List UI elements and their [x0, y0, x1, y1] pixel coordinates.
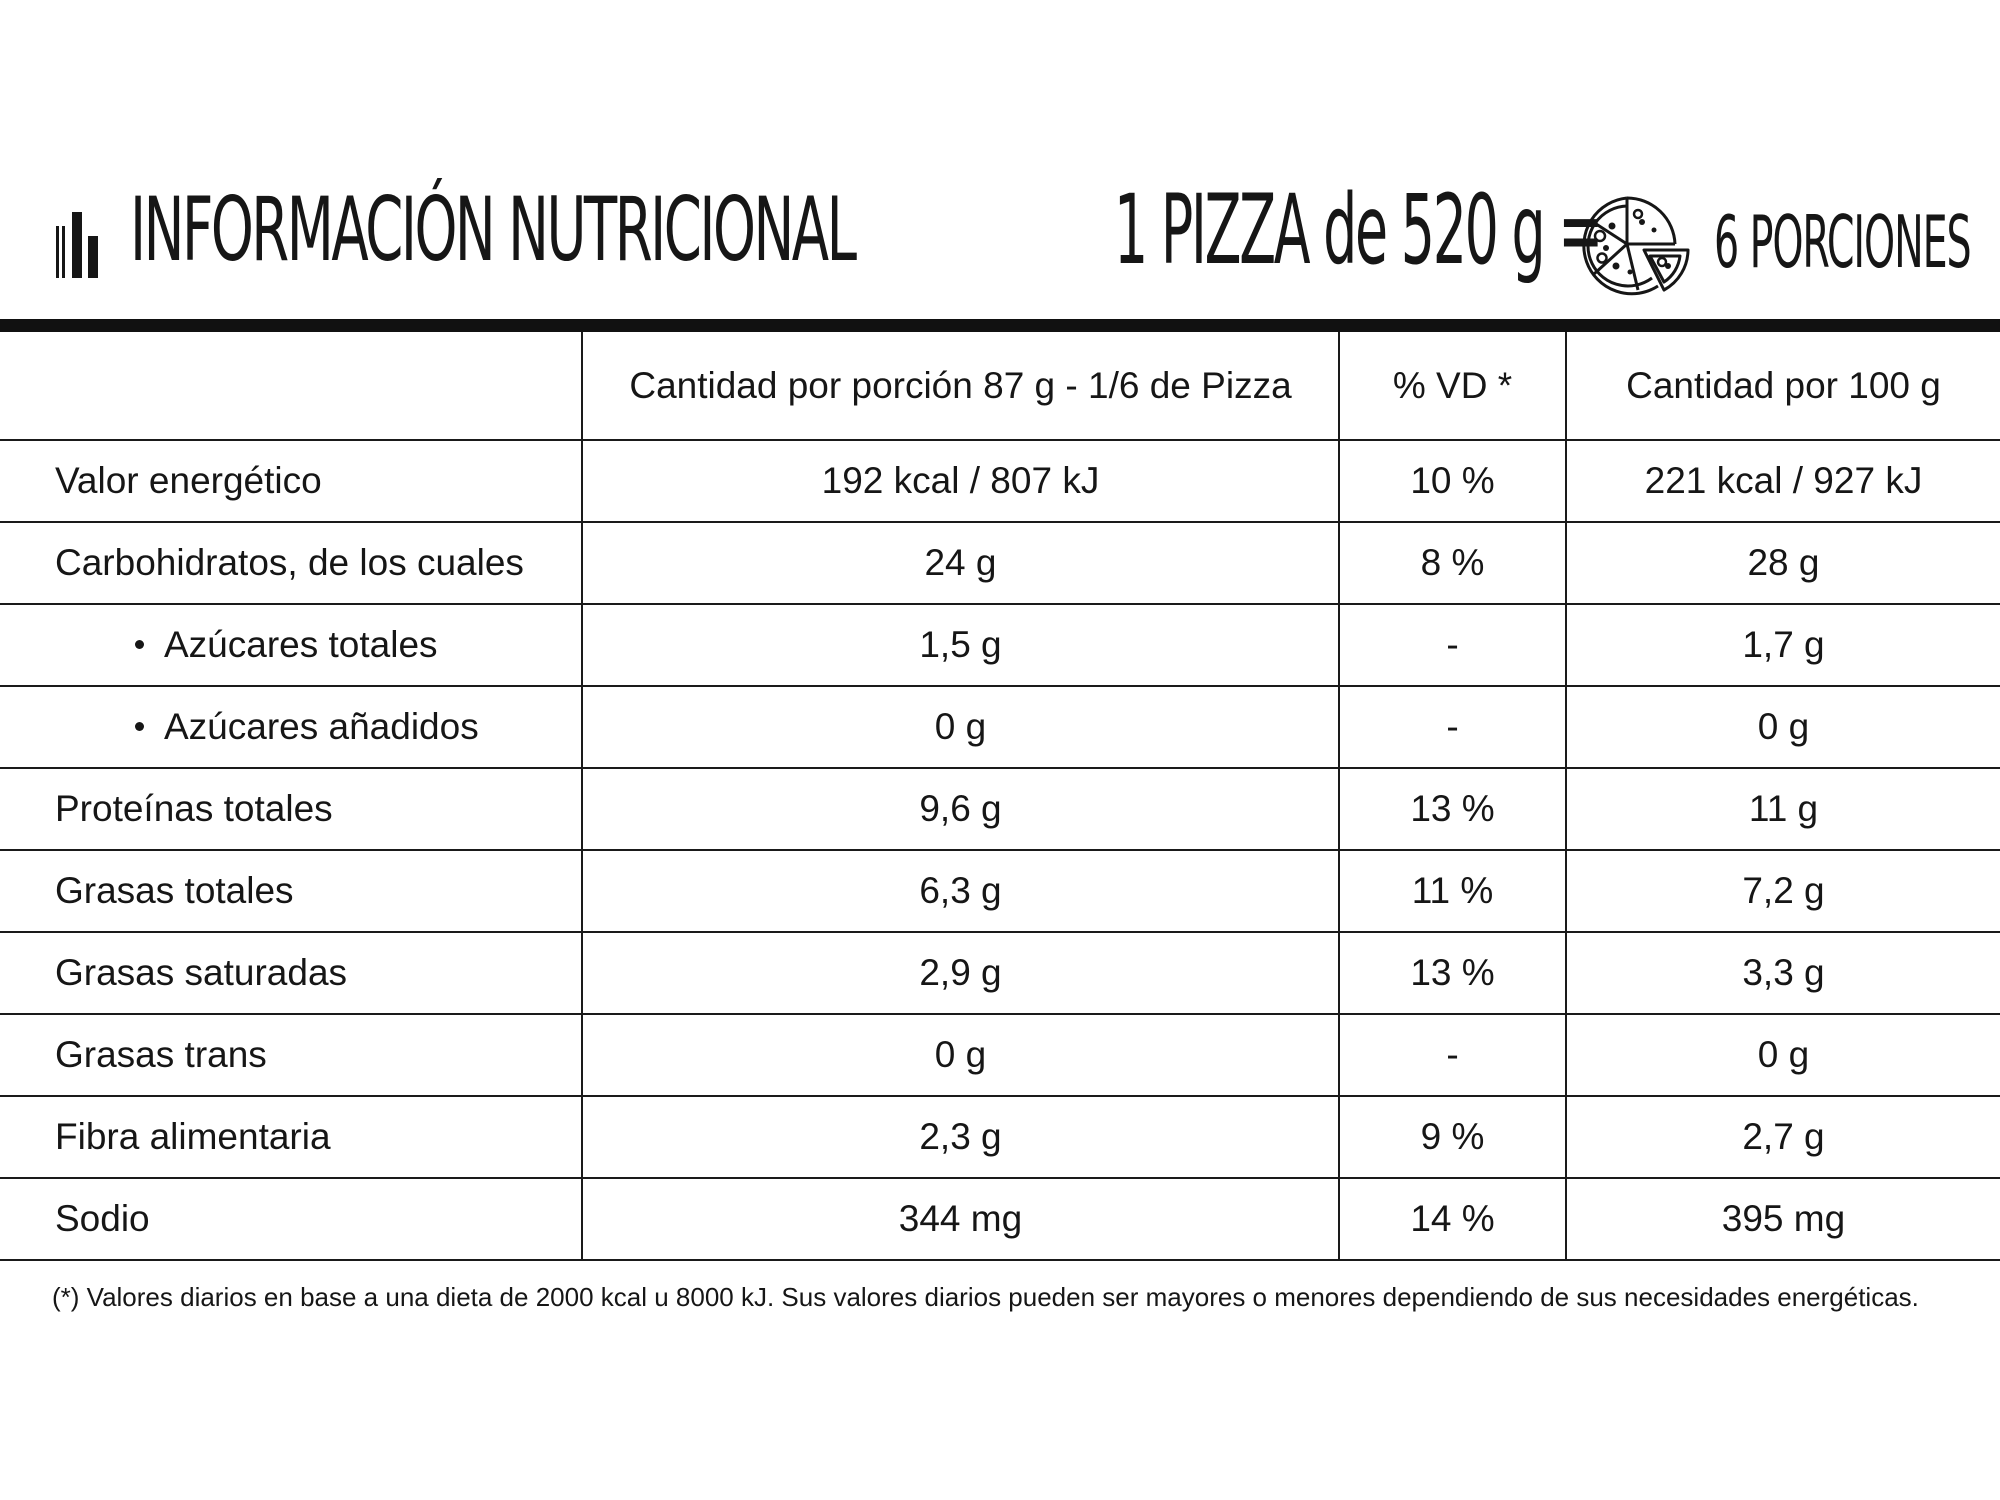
table-row: Sodio 344 mg 14 % 395 mg — [0, 1178, 2000, 1261]
table-header-row: Cantidad por porción 87 g - 1/6 de Pizza… — [0, 332, 2000, 441]
daily-value-percent: 10 % — [1338, 440, 1566, 523]
column-header-per-100g: Cantidad por 100 g — [1565, 332, 2000, 441]
header-divider — [0, 319, 2000, 332]
table-row: Azúcares totales 1,5 g - 1,7 g — [0, 604, 2000, 687]
per-portion-value: 192 kcal / 807 kJ — [581, 440, 1339, 523]
nutrient-name: Grasas trans — [0, 1014, 582, 1097]
per-portion-value: 2,3 g — [581, 1096, 1339, 1179]
nutrient-name: Sodio — [0, 1178, 582, 1261]
page-title: INFORMACIÓN NUTRICIONAL — [130, 178, 857, 281]
per-100g-value: 11 g — [1565, 768, 2000, 851]
nutrition-table: Cantidad por porción 87 g - 1/6 de Pizza… — [0, 332, 2000, 1261]
per-100g-value: 2,7 g — [1565, 1096, 2000, 1179]
per-portion-value: 9,6 g — [581, 768, 1339, 851]
footnote: (*) Valores diarios en base a una dieta … — [52, 1282, 1919, 1312]
bullet-icon — [135, 639, 144, 649]
per-portion-value: 2,9 g — [581, 932, 1339, 1015]
daily-value-percent: 9 % — [1338, 1096, 1566, 1179]
table-row: Valor energético 192 kcal / 807 kJ 10 % … — [0, 440, 2000, 523]
daily-value-percent: - — [1338, 604, 1566, 687]
table-row: Grasas trans 0 g - 0 g — [0, 1014, 2000, 1097]
per-100g-value: 7,2 g — [1565, 850, 2000, 933]
per-100g-value: 0 g — [1565, 686, 2000, 769]
column-header-nutrient — [0, 332, 582, 441]
column-header-daily-value: % VD * — [1338, 332, 1566, 441]
bullet-icon — [135, 721, 144, 731]
per-portion-value: 0 g — [581, 1014, 1339, 1097]
per-100g-value: 221 kcal / 927 kJ — [1565, 440, 2000, 523]
table-row: Grasas saturadas 2,9 g 13 % 3,3 g — [0, 932, 2000, 1015]
daily-value-percent: 13 % — [1338, 768, 1566, 851]
daily-value-percent: 14 % — [1338, 1178, 1566, 1261]
bar-chart-icon — [56, 212, 98, 278]
daily-value-percent: 13 % — [1338, 932, 1566, 1015]
nutrient-name: Azúcares totales — [164, 624, 438, 665]
nutrient-name: Carbohidratos, de los cuales — [0, 522, 582, 605]
table-row: Proteínas totales 9,6 g 13 % 11 g — [0, 768, 2000, 851]
per-100g-value: 395 mg — [1565, 1178, 2000, 1261]
nutrient-name: Proteínas totales — [0, 768, 582, 851]
nutrient-name: Grasas totales — [0, 850, 582, 933]
nutrient-name: Fibra alimentaria — [0, 1096, 582, 1179]
per-100g-value: 1,7 g — [1565, 604, 2000, 687]
daily-value-percent: 8 % — [1338, 522, 1566, 605]
per-100g-value: 0 g — [1565, 1014, 2000, 1097]
column-header-per-portion: Cantidad por porción 87 g - 1/6 de Pizza — [581, 332, 1339, 441]
table-row: Azúcares añadidos 0 g - 0 g — [0, 686, 2000, 769]
per-portion-value: 0 g — [581, 686, 1339, 769]
portions-count: 6 PORCIONES — [1714, 200, 1972, 284]
per-portion-value: 1,5 g — [581, 604, 1339, 687]
table-row: Fibra alimentaria 2,3 g 9 % 2,7 g — [0, 1096, 2000, 1179]
per-portion-value: 24 g — [581, 522, 1339, 605]
nutrient-name: Azúcares añadidos — [164, 706, 479, 747]
table-row: Grasas totales 6,3 g 11 % 7,2 g — [0, 850, 2000, 933]
per-100g-value: 28 g — [1565, 522, 2000, 605]
daily-value-percent: 11 % — [1338, 850, 1566, 933]
nutrient-subitem: Azúcares totales — [0, 604, 582, 687]
nutrient-subitem: Azúcares añadidos — [0, 686, 582, 769]
header: INFORMACIÓN NUTRICIONAL 1 PIZZA de 520 g… — [0, 0, 2000, 320]
daily-value-percent: - — [1338, 1014, 1566, 1097]
nutrient-name: Valor energético — [0, 440, 582, 523]
pizza-icon — [1582, 196, 1690, 296]
per-portion-value: 344 mg — [581, 1178, 1339, 1261]
table-row: Carbohidratos, de los cuales 24 g 8 % 28… — [0, 522, 2000, 605]
serving-size: 1 PIZZA de 520 g = — [1114, 174, 1603, 286]
per-100g-value: 3,3 g — [1565, 932, 2000, 1015]
per-portion-value: 6,3 g — [581, 850, 1339, 933]
nutrient-name: Grasas saturadas — [0, 932, 582, 1015]
daily-value-percent: - — [1338, 686, 1566, 769]
